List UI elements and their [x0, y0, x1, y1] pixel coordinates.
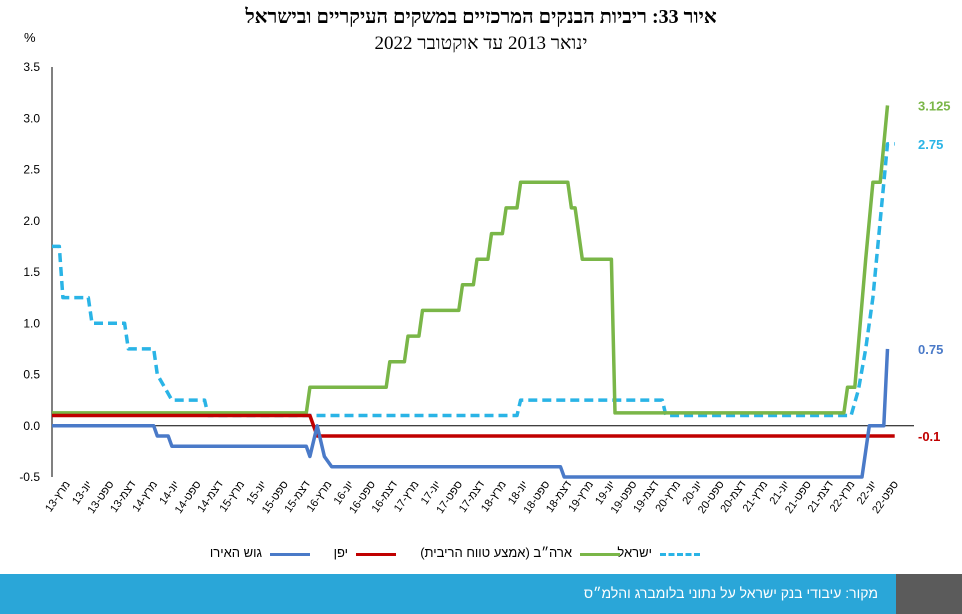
y-tick-label: 2.0 [23, 214, 40, 228]
legend-label-usa: ארה״ב (אמצע טווח הריבית) [420, 545, 572, 560]
x-tick-label: מרץ-13 [43, 479, 73, 514]
legend-item-japan: יפן [316, 544, 396, 564]
series-line-3 [52, 348, 890, 479]
y-unit-label: % [24, 30, 36, 45]
y-tick-label: 1.5 [23, 265, 40, 279]
y-tick-label: 2.5 [23, 163, 40, 177]
series-end-label: -0.1 [918, 429, 940, 444]
legend-swatch-usa [580, 553, 620, 556]
y-tick-label: 0.0 [23, 419, 40, 433]
legend-label-japan: יפן [333, 545, 348, 560]
y-tick-label: 0.5 [23, 368, 40, 382]
legend-swatch-israel [660, 553, 700, 556]
legend-item-eurozone: גוש האירו [180, 544, 310, 564]
chart-legend: ישראל ארה״ב (אמצע טווח הריבית) יפן גוש ה… [0, 544, 962, 564]
series-end-label: 0.75 [918, 342, 943, 357]
footer-accent-block [896, 574, 962, 614]
y-tick-label: -0.5 [19, 470, 40, 484]
legend-swatch-eurozone [270, 553, 310, 556]
y-tick-label: 1.0 [23, 316, 40, 330]
source-text: מקור: עיבודי בנק ישראל על נתוני בלומברג … [583, 585, 878, 601]
chart-plot-area: 3.53.02.52.01.51.00.50.0-0.5מרץ-13יונ-13… [19, 60, 951, 516]
series-line-0 [52, 142, 895, 418]
legend-item-usa: ארה״ב (אמצע טווח הריבית) [400, 544, 620, 564]
series-line-1 [52, 105, 890, 415]
y-tick-label: 3.5 [23, 60, 40, 74]
series-end-label: 3.125 [918, 98, 951, 113]
y-tick-label: 3.0 [23, 111, 40, 125]
chart-title: איור 33: ריביות הבנקים המרכזיים במשקים ה… [245, 6, 717, 28]
legend-item-israel: ישראל [520, 544, 700, 564]
legend-swatch-japan [356, 553, 396, 556]
legend-label-israel: ישראל [617, 545, 652, 560]
series-end-label: 2.75 [918, 137, 943, 152]
series-line-2 [52, 413, 895, 438]
chart-subtitle: ינואר 2013 עד אוקטובר 2022 [374, 33, 588, 54]
source-footer: מקור: עיבודי בנק ישראל על נתוני בלומברג … [0, 574, 962, 614]
legend-label-eurozone: גוש האירו [209, 545, 262, 560]
